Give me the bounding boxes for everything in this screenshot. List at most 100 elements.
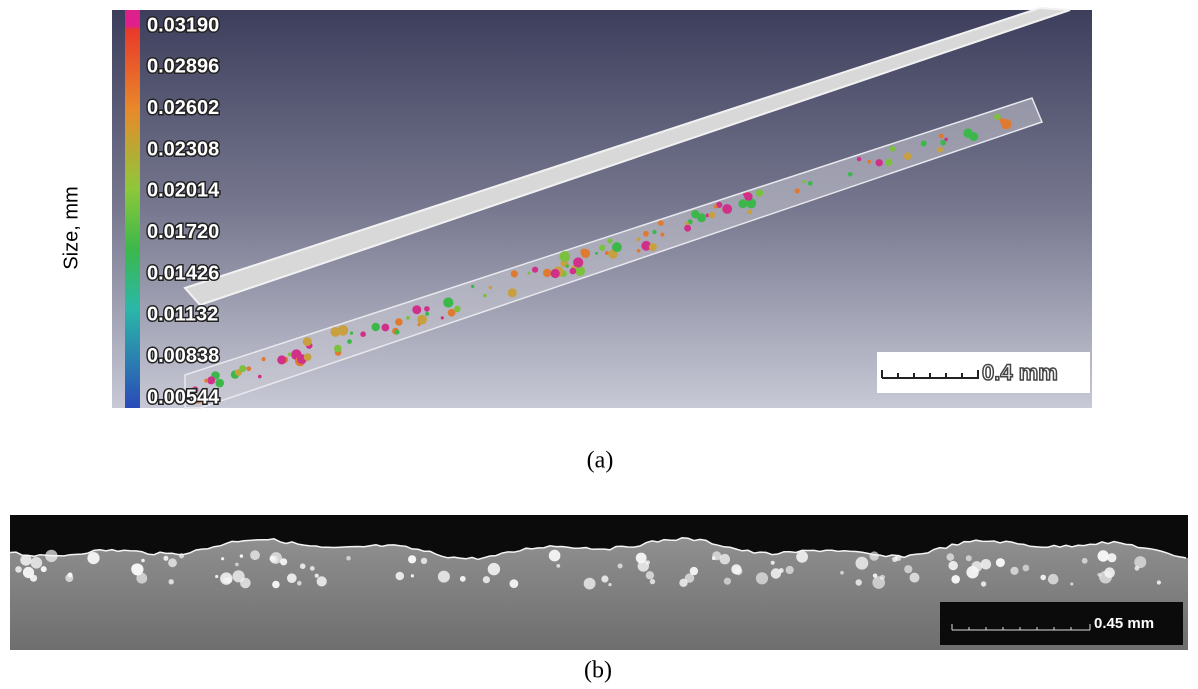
pore xyxy=(607,238,612,243)
axis-label: Size, mm xyxy=(60,186,82,269)
pore xyxy=(543,269,551,277)
bright-pore xyxy=(15,566,22,573)
bright-pore xyxy=(856,579,862,585)
pore xyxy=(471,285,474,288)
render-background xyxy=(112,10,1092,408)
bright-pore xyxy=(951,575,960,584)
bright-pore xyxy=(315,574,319,578)
bright-pore xyxy=(483,576,490,583)
bright-pore xyxy=(45,550,57,562)
bright-pore xyxy=(947,553,955,561)
bright-pore xyxy=(771,568,781,578)
bright-pore xyxy=(346,556,351,561)
bright-pore xyxy=(966,555,972,561)
bright-pore xyxy=(20,555,31,566)
pore xyxy=(418,323,421,326)
bright-pore xyxy=(220,572,232,584)
bright-pore xyxy=(233,570,245,582)
pore xyxy=(532,267,538,273)
figure-canvas: 0.031900.028960.026020.023080.020140.017… xyxy=(0,0,1198,689)
bright-pore xyxy=(1082,558,1088,564)
pore xyxy=(714,205,718,209)
pore xyxy=(406,316,410,320)
bright-pore xyxy=(1099,571,1112,584)
bright-pore xyxy=(168,558,177,567)
colorbar-label: 0.00544 xyxy=(147,386,220,408)
pore xyxy=(395,330,400,335)
figure: 0.031900.028960.026020.023080.020140.017… xyxy=(0,0,1198,689)
bright-pore xyxy=(549,550,561,562)
bright-pore xyxy=(141,559,145,563)
bright-pore xyxy=(786,566,794,574)
bright-pore xyxy=(556,564,560,568)
bright-pore xyxy=(650,579,655,584)
bright-pore xyxy=(910,573,920,583)
pore xyxy=(885,159,892,166)
bright-pore xyxy=(169,579,174,584)
colorbar-label: 0.03190 xyxy=(147,14,219,36)
colorbar-label: 0.02308 xyxy=(147,138,219,160)
bright-pore xyxy=(317,576,327,586)
colorbar-label: 0.01720 xyxy=(147,221,219,243)
bright-pore xyxy=(421,558,427,564)
pore xyxy=(1001,119,1011,129)
bright-pore xyxy=(179,553,184,558)
colorbar-label: 0.02014 xyxy=(147,180,220,202)
bright-pore xyxy=(966,566,978,578)
bright-pore xyxy=(584,578,596,590)
bright-pore xyxy=(771,561,775,565)
bright-pore xyxy=(31,557,43,569)
bright-pore xyxy=(310,566,315,571)
scale-label: 0.45 mm xyxy=(1094,615,1154,632)
pore xyxy=(921,141,927,147)
pore xyxy=(691,210,699,218)
scale-label: 0.4 mm xyxy=(982,360,1058,385)
bright-pore xyxy=(1157,580,1161,584)
pore xyxy=(709,212,716,219)
bright-pore xyxy=(856,557,869,570)
pore xyxy=(262,357,266,361)
pore xyxy=(511,270,518,277)
pore xyxy=(637,249,641,253)
pore xyxy=(382,324,390,332)
bright-pore xyxy=(221,557,224,560)
bright-pore xyxy=(796,551,808,563)
bright-pore xyxy=(1048,574,1059,585)
pore xyxy=(417,315,427,325)
pore xyxy=(425,312,429,316)
bright-pore xyxy=(949,561,958,570)
bright-pore xyxy=(41,566,47,572)
colorbar-label: 0.00838 xyxy=(147,345,219,367)
pore xyxy=(722,204,732,214)
bright-pore xyxy=(163,556,168,561)
bright-pore xyxy=(712,556,716,560)
pore xyxy=(395,318,403,326)
bright-pore xyxy=(438,571,450,583)
pore xyxy=(904,153,912,161)
bright-pore xyxy=(30,575,37,582)
bright-pore xyxy=(297,581,302,586)
bright-pore xyxy=(235,563,239,567)
bright-pore xyxy=(280,558,287,565)
bright-pore xyxy=(690,567,698,575)
pore xyxy=(559,251,570,262)
pore xyxy=(747,210,752,215)
pore xyxy=(575,266,585,276)
pore xyxy=(350,332,353,335)
caption: (a) xyxy=(587,448,614,474)
pore xyxy=(939,134,944,139)
bright-pore xyxy=(1098,550,1109,561)
bright-pore xyxy=(724,578,731,585)
pore xyxy=(246,366,251,371)
pore xyxy=(660,233,664,237)
bright-pore xyxy=(981,559,992,570)
pore xyxy=(890,146,896,152)
pore xyxy=(605,251,609,255)
pore xyxy=(347,339,352,344)
bright-pore xyxy=(601,575,608,582)
bright-pore xyxy=(250,550,260,560)
bright-pore xyxy=(638,560,649,571)
pore xyxy=(808,181,813,186)
bright-pore xyxy=(287,573,297,583)
pore xyxy=(412,305,421,314)
